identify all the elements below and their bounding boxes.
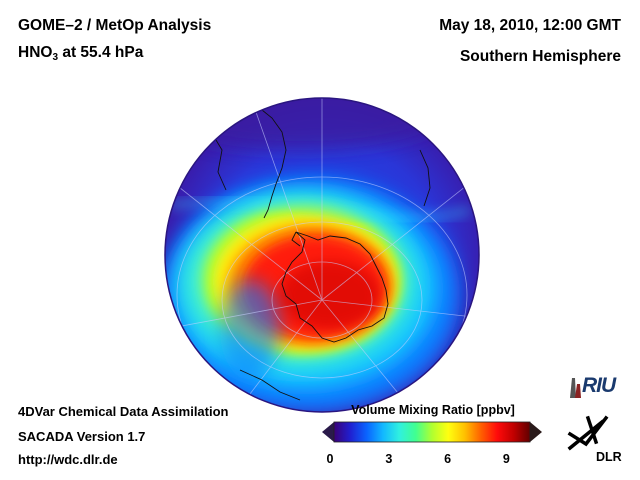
colorbar-tick-3: 3 [385, 452, 393, 466]
footer-line-1: 4DVar Chemical Data Assimilation [18, 404, 229, 419]
footer-url: http://wdc.dlr.de [18, 452, 118, 467]
level-label: at 55.4 hPa [58, 44, 144, 61]
species-subscript: 3 [52, 52, 59, 63]
coastlines [209, 109, 431, 401]
colorbar-tick-9: 9 [502, 452, 510, 466]
map-title: GOME–2 / MetOp Analysis [18, 17, 212, 34]
globe-rim [164, 97, 480, 413]
colorbar [322, 421, 542, 443]
colorbar-title: Volume Mixing Ratio [ppbv] [351, 403, 515, 417]
footer-line-2: SACADA Version 1.7 [18, 429, 146, 444]
graticule [165, 98, 479, 412]
species-name: HNO [18, 44, 53, 61]
map-species-level: HNO3 at 55.4 hPa [18, 44, 143, 63]
colorbar-max-arrow [530, 422, 542, 442]
colorbar-min-arrow [322, 422, 334, 442]
dlr-logo-text: DLR [596, 450, 622, 464]
riu-logo-text: RIU [582, 374, 616, 397]
map-region: Southern Hemisphere [459, 48, 621, 65]
australia-outline [239, 369, 301, 401]
dlr-logo-icon [567, 415, 609, 451]
colorbar-tick-0: 0 [326, 452, 334, 466]
riu-logo-icon [570, 378, 581, 398]
colorbar-bar [333, 421, 531, 443]
africa-outline [419, 149, 431, 207]
antarctic-peninsula [291, 231, 301, 247]
map-date: May 18, 2010, 12:00 GMT [439, 17, 621, 34]
south-america-outline [261, 109, 287, 219]
antarctica-outline [281, 231, 389, 343]
colorbar-tick-6: 6 [444, 452, 452, 466]
globe-field [165, 98, 479, 412]
